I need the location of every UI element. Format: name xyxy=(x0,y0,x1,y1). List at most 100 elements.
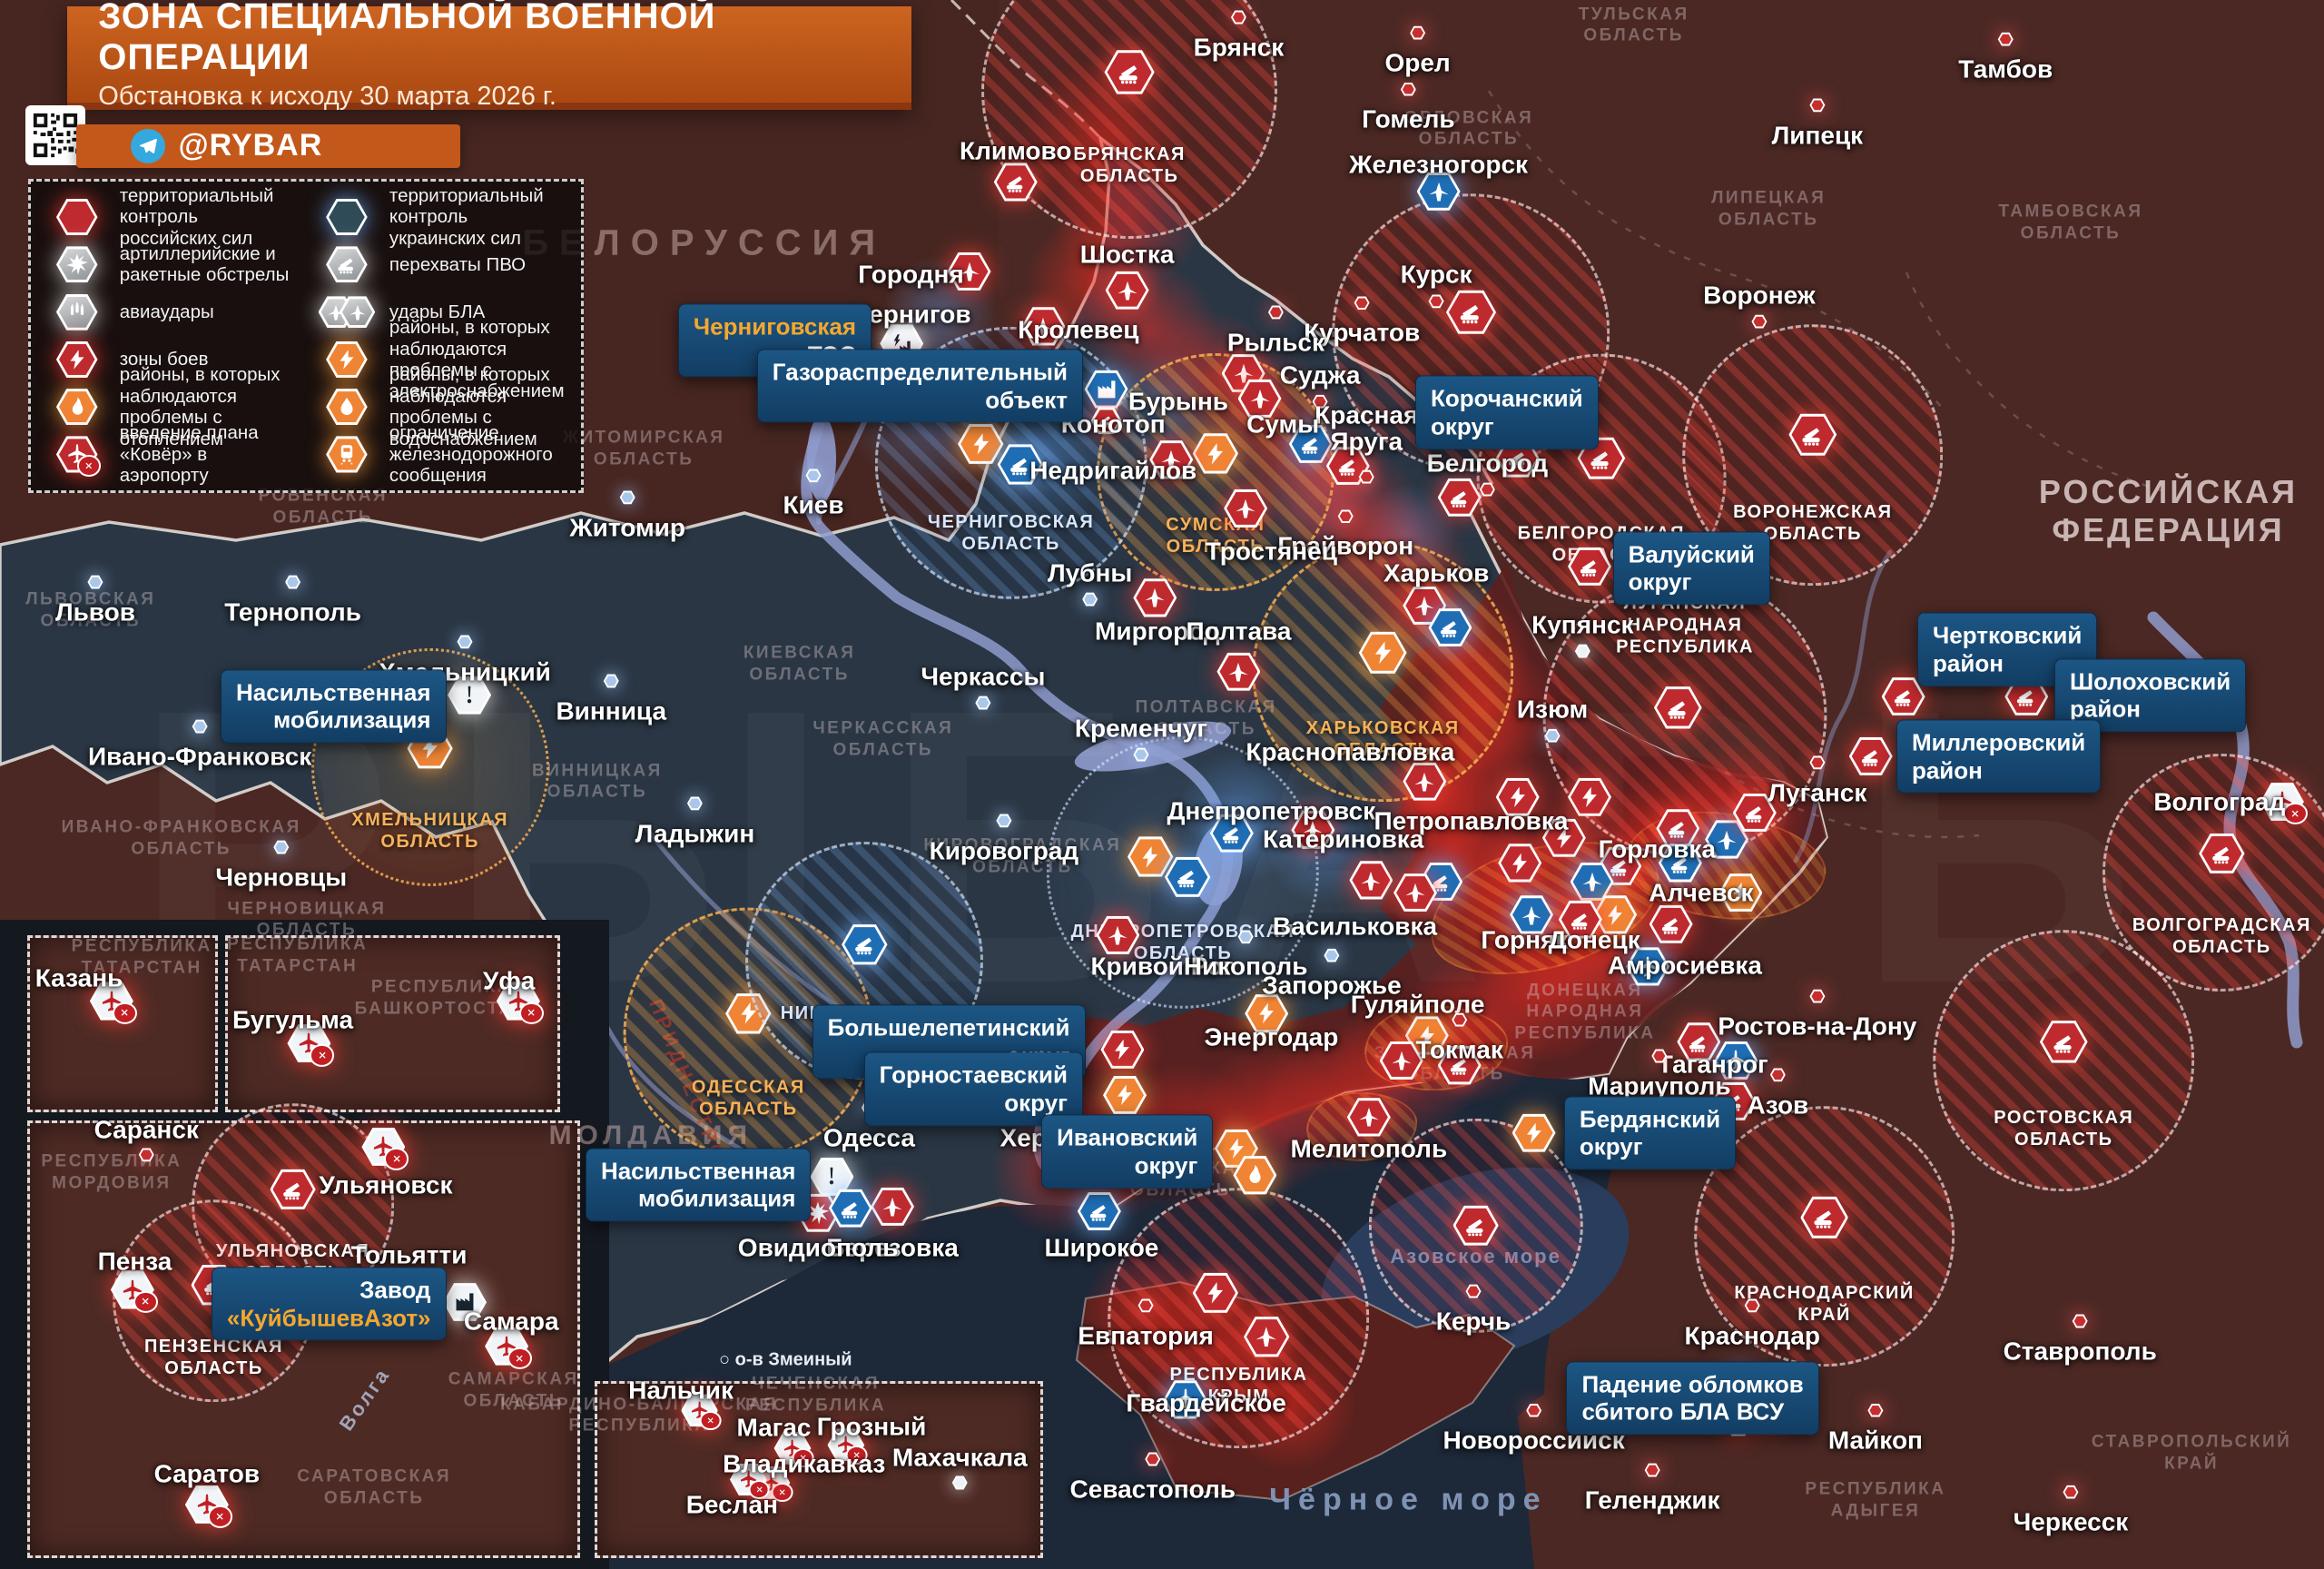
marker-flame-orange-heating-icon xyxy=(1233,1156,1277,1195)
x-badge xyxy=(207,1505,232,1528)
callout-горностаевский-округ: Горностаевский округ xyxy=(863,1051,1083,1126)
city-label: Купянск xyxy=(1531,610,1634,639)
marker-bolt-orange-combat-icon xyxy=(958,423,1004,465)
marker-planex-white-aviation-icon xyxy=(110,1270,158,1313)
zone-label: ЧЕРНИГОВСКАЯ ОБЛАСТЬ xyxy=(927,511,1095,554)
marker-planex-white-aviation-icon xyxy=(184,1485,232,1528)
city-dot xyxy=(457,635,473,649)
city-dot xyxy=(1312,394,1328,409)
title-banner: ЗОНА СПЕЦИАЛЬНОЙ ВОЕННОЙ ОПЕРАЦИИ Обстан… xyxy=(67,0,911,111)
marker-pvo-blue-air-defense-icon xyxy=(1288,424,1333,464)
city-label: Алчевск xyxy=(1649,878,1754,907)
legend-item: районы, в которых наблюдаются проблемы с… xyxy=(317,317,565,401)
marker-pvo-red-air-defense-icon xyxy=(1788,413,1837,456)
marker-bolt-red-combat-icon xyxy=(1495,777,1540,816)
city-label: Кролевец xyxy=(1018,315,1139,344)
city-dot xyxy=(805,469,822,483)
marker-pvo-red-air-defense-icon xyxy=(1568,547,1612,586)
legend-icon-train-orange xyxy=(317,436,377,473)
marker-bolt-orange-combat-icon xyxy=(1127,836,1174,877)
marker-drone-blue-uav-strike-icon xyxy=(1510,895,1554,934)
legend-icon-pvo-gray xyxy=(317,246,377,283)
marker-factory-blue-factory-icon xyxy=(1084,370,1128,409)
city-dot xyxy=(87,575,103,589)
city-dot xyxy=(1744,1298,1760,1313)
x-badge xyxy=(699,1410,722,1430)
city-label: Саратов xyxy=(153,1458,261,1487)
region-label: ТАМБОВСКАЯ ОБЛАСТЬ xyxy=(1998,202,2143,243)
marker-pvo-red-air-defense-icon xyxy=(993,163,1038,202)
city-label: Железногорск xyxy=(1349,150,1529,179)
city-dot xyxy=(1479,482,1495,497)
x-badge xyxy=(793,1448,814,1468)
marker-drone-red-uav-strike-icon xyxy=(1403,586,1447,626)
region-label: ЧЕРКАССКАЯ ОБЛАСТЬ xyxy=(812,718,954,759)
inset-box-1 xyxy=(26,934,218,1113)
marker-pvo-red-air-defense-icon xyxy=(1881,677,1925,716)
marker-pvo-red-air-defense-icon xyxy=(1104,50,1155,94)
legend-item: территориальный контроль украинских сил xyxy=(317,185,565,249)
marker-drone2-gray-uav-strike-icon xyxy=(339,296,376,328)
city-label: Никополь xyxy=(1183,952,1308,981)
marker-pvo-red-air-defense-icon xyxy=(1437,1046,1482,1085)
city-dot xyxy=(1867,1403,1884,1417)
zone-label: РОСТОВСКАЯ ОБЛАСТЬ xyxy=(1994,1107,2134,1150)
marker-pvo-blue-air-defense-icon xyxy=(1209,814,1254,853)
city-dot xyxy=(619,490,635,505)
zone-label: ПЕНЗЕНСКАЯ ОБЛАСТЬ xyxy=(144,1337,283,1379)
city-label: Ставрополь xyxy=(2003,1337,2157,1366)
city-dot xyxy=(1809,755,1826,770)
city-dot xyxy=(951,1475,968,1490)
city-label: Гвардейское xyxy=(1126,1388,1286,1417)
region-label: ПОЛТАВСКАЯ ОБЛАСТЬ xyxy=(1135,697,1277,739)
city-label: Геленджик xyxy=(1584,1485,1720,1515)
marker-pvo-red-air-defense-icon xyxy=(1848,736,1893,776)
x-badge xyxy=(384,1148,409,1170)
city-label: Житомир xyxy=(569,512,686,541)
legend-item: зоны боев xyxy=(47,339,293,380)
marker-pvo-red-air-defense-icon xyxy=(270,1169,316,1209)
marker-planex-white-aviation-icon xyxy=(89,982,137,1024)
marker-expl-gray-artillery-icon xyxy=(55,246,98,283)
legend-text: перехваты ПВО xyxy=(389,253,527,275)
city-label: Курск xyxy=(1400,260,1472,289)
zone-label: КРАСНОДАРСКИЙ КРАЙ xyxy=(1734,1283,1915,1326)
city-label: Горловка xyxy=(1598,834,1716,863)
region-label: ЖИТОМИРСКАЯ ОБЛАСТЬ xyxy=(562,428,725,469)
city-dot xyxy=(1751,314,1768,329)
city-label: Мариуполь xyxy=(1588,1071,1731,1100)
marker-pvo-red-air-defense-icon xyxy=(1558,900,1602,939)
region-label: ЛИПЕЦКАЯ ОБЛАСТЬ xyxy=(1711,188,1827,229)
city-label: Львов xyxy=(54,597,135,627)
city-dot xyxy=(1337,509,1354,523)
legend-item: перехваты ПВО xyxy=(317,243,565,285)
legend-item: авиаудары xyxy=(47,291,293,333)
legend-icon-bombs-gray xyxy=(47,293,107,331)
city-label: Севастополь xyxy=(1069,1475,1236,1504)
x-badge xyxy=(2282,803,2308,825)
city-label: Казань xyxy=(34,962,123,992)
city-label: Брянск xyxy=(1193,33,1285,62)
marker-pvo-red-air-defense-icon xyxy=(1653,686,1702,729)
city-label: Красная Яруга xyxy=(1315,400,1419,456)
geo-label: ○ о-в Змеиный xyxy=(718,1349,852,1370)
marker-pvo-red-air-defense-icon xyxy=(2039,1021,2088,1063)
city-label: Нальчик xyxy=(628,1376,734,1405)
city-label: Васильковка xyxy=(1272,911,1438,940)
legend-item: введение плана «Ковёр» в аэропорту xyxy=(47,422,293,486)
marker-planex-white-aviation-icon xyxy=(287,1023,335,1067)
city-dot xyxy=(1237,930,1254,944)
marker-bolt-red-combat-icon xyxy=(55,340,98,378)
marker-drone-red-uav-strike-icon xyxy=(1379,1041,1423,1081)
city-dot xyxy=(1644,1463,1660,1477)
marker-bolt-orange-combat-icon xyxy=(1718,873,1763,913)
rybar-badge[interactable]: @RYBAR xyxy=(76,123,460,168)
marker-pvo-blue-air-defense-icon xyxy=(828,1189,872,1228)
marker-bolt-orange-combat-icon xyxy=(1245,994,1289,1033)
city-label: Магас xyxy=(736,1413,812,1442)
city-dot xyxy=(1465,1284,1482,1298)
marker-pvo-blue-air-defense-icon xyxy=(1658,844,1702,883)
legend-icon-flame-orange xyxy=(47,389,107,426)
city-label: Энергодар xyxy=(1204,1022,1339,1051)
